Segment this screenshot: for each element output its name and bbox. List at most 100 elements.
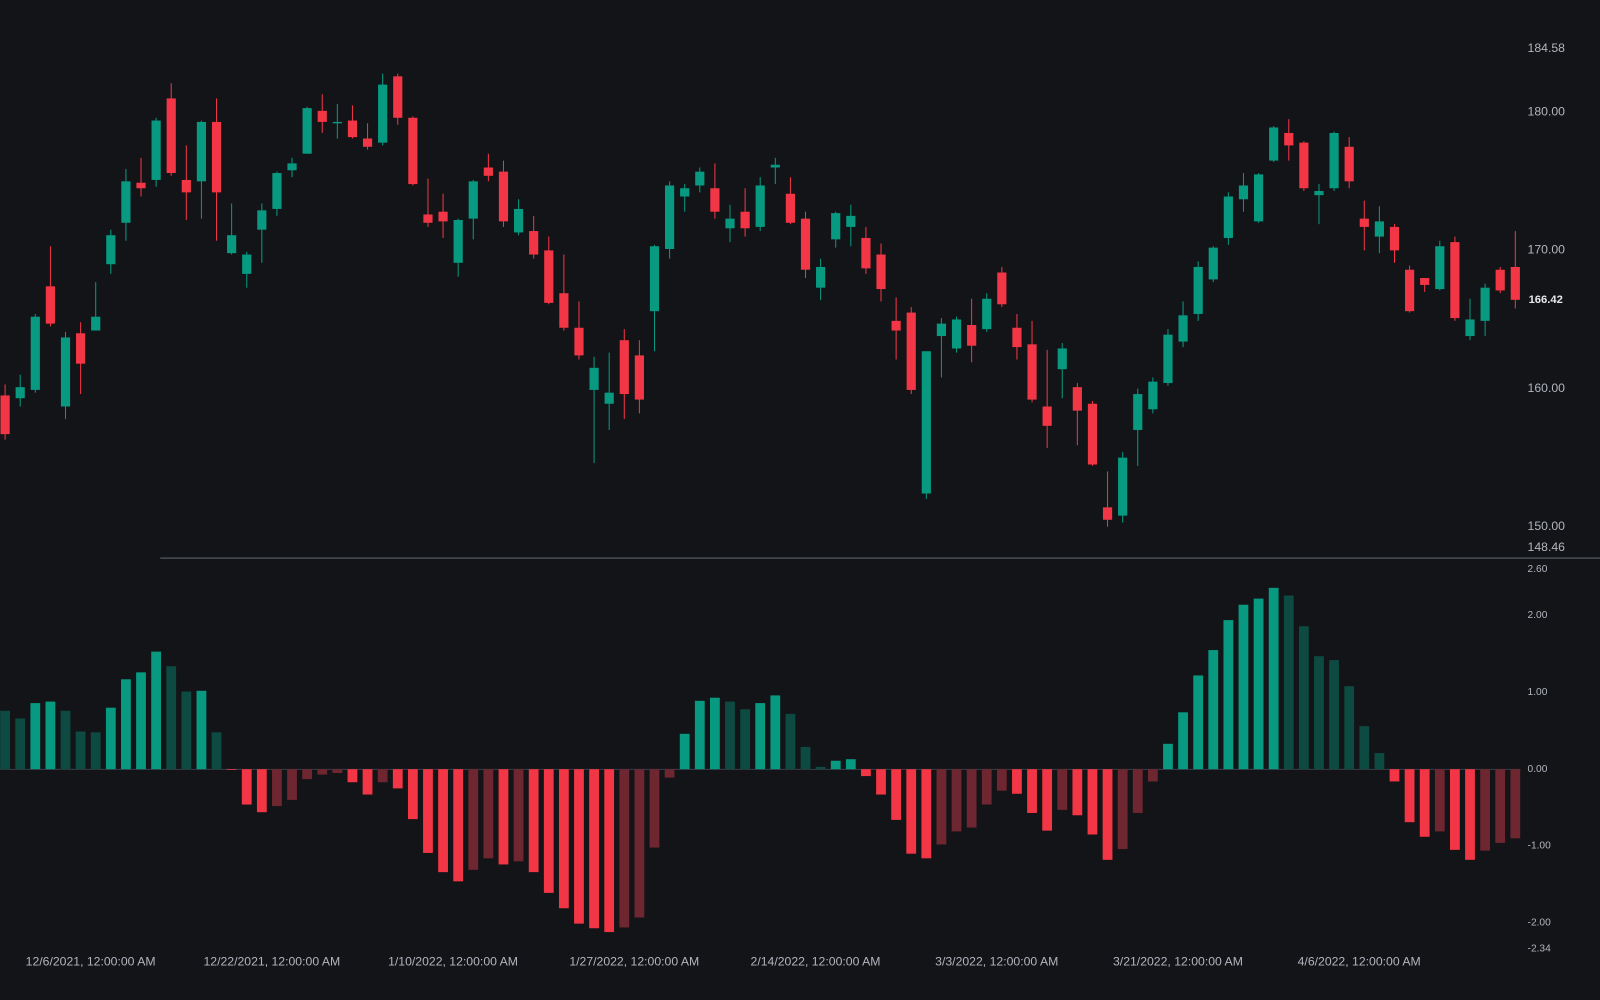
- candle-body: [1299, 142, 1309, 189]
- candle-body: [332, 121, 342, 124]
- histogram-bar: [558, 769, 569, 909]
- candle-body: [1072, 387, 1082, 411]
- histogram-bar: [347, 769, 358, 783]
- candle-body: [816, 266, 826, 288]
- histogram-bar: [151, 651, 162, 770]
- candle-body: [1374, 221, 1384, 237]
- histogram-bar: [861, 769, 871, 777]
- candle-body: [1480, 287, 1490, 321]
- histogram-bar: [921, 769, 932, 859]
- candle-body: [317, 110, 327, 122]
- candle-body: [861, 237, 871, 269]
- candle-body: [967, 324, 977, 346]
- x-tick-label: 1/27/2022, 12:00:00 AM: [569, 954, 699, 968]
- histogram-bar: [30, 703, 41, 770]
- candle-body: [60, 337, 71, 407]
- candle-body: [1253, 174, 1264, 222]
- candle-body: [740, 211, 750, 229]
- candle-body: [1269, 127, 1279, 161]
- candle-body: [1510, 266, 1520, 300]
- candle-body: [1042, 406, 1052, 426]
- histogram-bar: [317, 769, 328, 775]
- histogram-bar: [845, 759, 856, 770]
- candle-body: [1314, 190, 1324, 196]
- histogram-bar: [543, 769, 554, 893]
- candle-body: [1012, 327, 1022, 348]
- histogram-bar: [392, 769, 403, 789]
- y-tick-label: 150.00: [1528, 519, 1566, 533]
- y-tick-label: 2.00: [1528, 610, 1548, 621]
- candle-body: [695, 171, 705, 186]
- histogram-bar: [574, 769, 584, 924]
- histogram-bar: [272, 769, 282, 807]
- histogram-bar: [468, 769, 479, 870]
- histogram-bar: [407, 769, 418, 820]
- candle-body: [453, 220, 463, 263]
- histogram-bar: [634, 769, 645, 918]
- candle-body: [634, 355, 644, 400]
- histogram-bar: [1223, 620, 1234, 770]
- histogram-bar: [483, 769, 494, 859]
- candle-body: [1027, 344, 1037, 400]
- histogram-bar: [1027, 769, 1037, 813]
- histogram-bar: [45, 701, 56, 770]
- histogram-bar: [996, 769, 1007, 791]
- histogram-bar: [1193, 675, 1204, 770]
- histogram-bar: [694, 700, 705, 770]
- candle-body: [287, 163, 297, 171]
- candle-body: [181, 179, 191, 193]
- candle-body: [906, 312, 916, 390]
- histogram-bar: [438, 769, 448, 873]
- histogram-bar: [513, 769, 524, 862]
- histogram-bar: [1072, 769, 1083, 816]
- candle-body: [1102, 507, 1113, 520]
- histogram-bar: [830, 760, 841, 770]
- histogram-bar: [1510, 769, 1521, 839]
- candle-body: [30, 316, 40, 390]
- histogram-bar: [15, 718, 26, 770]
- histogram-bar: [1012, 769, 1022, 794]
- candle-body: [1223, 196, 1233, 238]
- histogram-bar: [241, 769, 252, 805]
- histogram-bar: [966, 769, 977, 828]
- candle-body: [272, 173, 282, 209]
- histogram-bar: [1238, 604, 1249, 770]
- histogram-bar: [1359, 726, 1370, 770]
- candle-body: [1284, 132, 1294, 146]
- candle-body: [1178, 315, 1188, 342]
- histogram-bar: [1298, 626, 1309, 770]
- candle-body: [1389, 226, 1400, 251]
- candle-body: [91, 316, 101, 331]
- histogram-bar: [423, 769, 433, 853]
- candle-body: [665, 185, 675, 250]
- histogram-bar: [1389, 769, 1400, 782]
- candle-body: [483, 167, 493, 176]
- candle-body: [408, 117, 418, 185]
- histogram-bar: [226, 769, 237, 770]
- histogram-bar: [528, 769, 539, 873]
- histogram-bar: [1268, 587, 1279, 770]
- histogram-bar: [740, 709, 750, 770]
- candle-body: [529, 231, 539, 255]
- histogram-bar: [1042, 769, 1053, 831]
- histogram-bar: [815, 766, 826, 770]
- histogram-bar: [332, 769, 343, 774]
- y-tick-label: 160.00: [1528, 381, 1566, 395]
- candle-body: [1465, 319, 1475, 337]
- histogram-bar: [936, 769, 947, 845]
- histogram-bar: [800, 746, 811, 770]
- histogram-bar: [785, 713, 796, 770]
- y-tick-label: 0.00: [1528, 764, 1548, 775]
- histogram-bar: [589, 769, 599, 929]
- histogram-bar: [90, 732, 101, 770]
- candle-body: [936, 323, 947, 337]
- candle-body: [770, 164, 780, 168]
- histogram-bar: [1208, 650, 1219, 770]
- candle-body: [589, 367, 599, 390]
- candle-body: [846, 215, 856, 227]
- candle-body: [45, 286, 55, 324]
- candle-body: [559, 293, 569, 328]
- candle-body: [257, 210, 267, 230]
